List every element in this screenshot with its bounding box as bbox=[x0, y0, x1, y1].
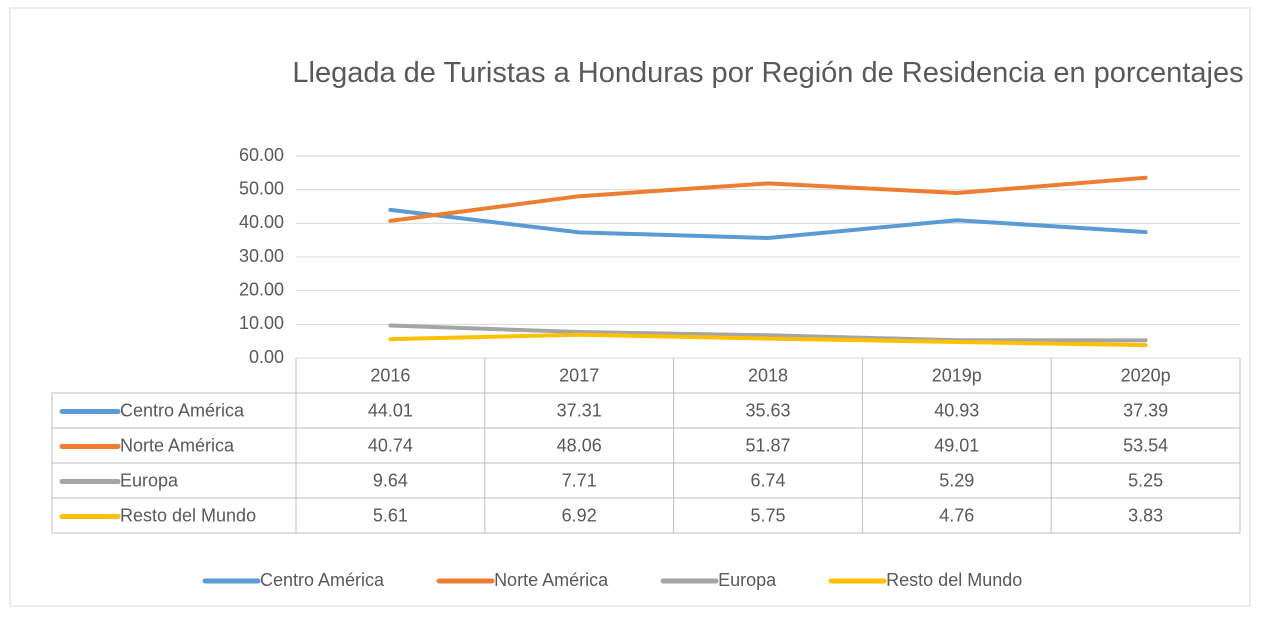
table-cell: 37.39 bbox=[1123, 400, 1168, 420]
chart-title: Llegada de Turistas a Honduras por Regió… bbox=[292, 57, 1244, 89]
data-line bbox=[388, 175, 1148, 223]
table-cell: 5.25 bbox=[1128, 470, 1163, 490]
legend-label: Europa bbox=[718, 570, 777, 590]
table-cell: 3.83 bbox=[1128, 505, 1163, 525]
table-cell: 5.61 bbox=[373, 505, 408, 525]
table-cell: 40.93 bbox=[934, 400, 979, 420]
table-cell: 4.76 bbox=[939, 505, 974, 525]
x-tick-label: 2017 bbox=[559, 365, 599, 385]
table-cell: 40.74 bbox=[368, 435, 413, 455]
table-cell: 9.64 bbox=[373, 470, 408, 490]
table-cell: 37.31 bbox=[557, 400, 602, 420]
table-cell: 49.01 bbox=[934, 435, 979, 455]
data-line bbox=[388, 332, 1148, 348]
x-tick-label: 2018 bbox=[748, 365, 788, 385]
x-tick-label: 2020p bbox=[1121, 365, 1171, 385]
table-cell: 44.01 bbox=[368, 400, 413, 420]
table-cell: 6.74 bbox=[750, 470, 785, 490]
y-tick-label: 40.00 bbox=[239, 212, 284, 232]
y-tick-label: 30.00 bbox=[239, 246, 284, 266]
table-cell: 7.71 bbox=[562, 470, 597, 490]
y-tick-label: 50.00 bbox=[239, 178, 284, 198]
legend-label: Norte América bbox=[494, 570, 609, 590]
data-line bbox=[388, 323, 1148, 343]
y-tick-label: 10.00 bbox=[239, 313, 284, 333]
table-row-label: Europa bbox=[120, 470, 179, 490]
table-cell: 5.75 bbox=[750, 505, 785, 525]
table-cell: 48.06 bbox=[557, 435, 602, 455]
x-tick-label: 2019p bbox=[932, 365, 982, 385]
x-tick-label: 2016 bbox=[370, 365, 410, 385]
chart-border bbox=[9, 7, 1251, 607]
y-tick-label: 0.00 bbox=[249, 347, 284, 367]
table-row-label: Norte América bbox=[120, 435, 235, 455]
legend-label: Centro América bbox=[260, 570, 385, 590]
table-cell: 53.54 bbox=[1123, 435, 1168, 455]
y-tick-label: 20.00 bbox=[239, 279, 284, 299]
table-row-label: Resto del Mundo bbox=[120, 505, 256, 525]
table-cell: 6.92 bbox=[562, 505, 597, 525]
table-row-label: Centro América bbox=[120, 400, 245, 420]
data-line bbox=[388, 207, 1148, 241]
table-cell: 51.87 bbox=[745, 435, 790, 455]
table-cell: 5.29 bbox=[939, 470, 974, 490]
legend-label: Resto del Mundo bbox=[886, 570, 1022, 590]
table-cell: 35.63 bbox=[745, 400, 790, 420]
y-tick-label: 60.00 bbox=[239, 145, 284, 165]
